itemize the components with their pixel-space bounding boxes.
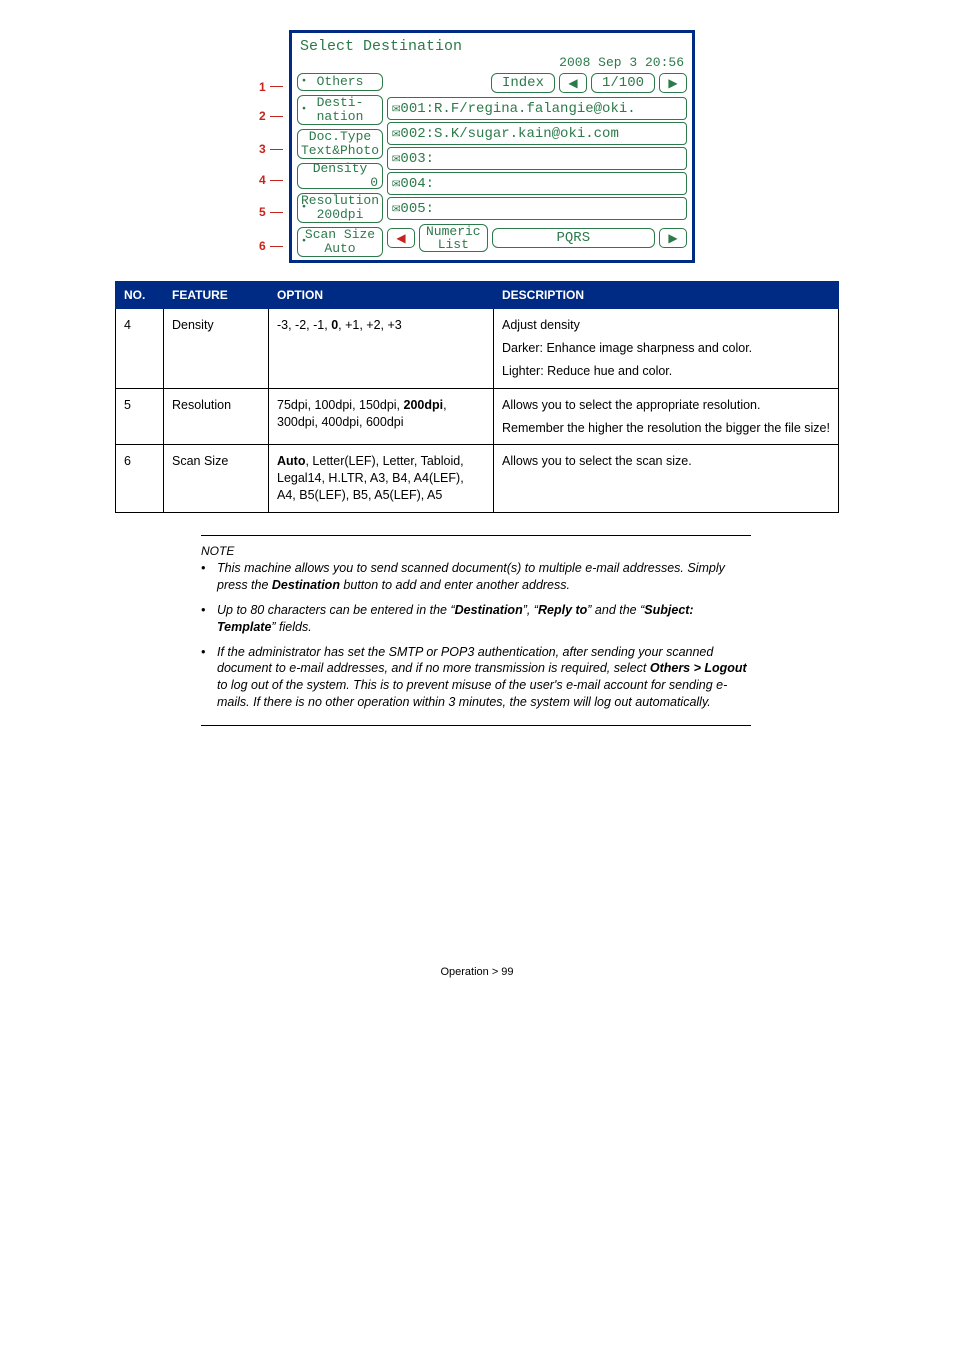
destination-row[interactable]: ✉001:R.F/regina.falangie@oki. bbox=[387, 97, 687, 120]
pqrs-button[interactable]: PQRS bbox=[492, 228, 655, 248]
lcd-screen: Select Destination 2008 Sep 3 20:56 •Oth… bbox=[289, 30, 695, 263]
next-arrow-icon[interactable]: ▶ bbox=[659, 73, 687, 93]
table-header-cell: FEATURE bbox=[164, 282, 269, 309]
sidebar-button[interactable]: •Others bbox=[297, 73, 383, 91]
callout-number: 1 bbox=[259, 74, 283, 99]
table-row: 4Density-3, -2, -1, 0, +1, +2, +3Adjust … bbox=[116, 309, 839, 389]
destination-row[interactable]: ✉002:S.K/sugar.kain@oki.com bbox=[387, 122, 687, 145]
cell-no: 4 bbox=[116, 309, 164, 389]
table-header-cell: DESCRIPTION bbox=[494, 282, 839, 309]
sidebar-button[interactable]: •Desti- nation bbox=[297, 95, 383, 125]
sidebar-button[interactable]: •Scan Size Auto bbox=[297, 227, 383, 257]
cell-option: Auto, Letter(LEF), Letter, Tabloid, Lega… bbox=[269, 445, 494, 513]
destination-row[interactable]: ✉003: bbox=[387, 147, 687, 170]
cell-no: 6 bbox=[116, 445, 164, 513]
cell-no: 5 bbox=[116, 388, 164, 445]
note-list: This machine allows you to send scanned … bbox=[201, 560, 751, 711]
callout-labels: 123456 bbox=[259, 30, 289, 263]
table-body: 4Density-3, -2, -1, 0, +1, +2, +3Adjust … bbox=[116, 309, 839, 513]
screen-main: Index ◀ 1/100 ▶ ✉001:R.F/regina.falangie… bbox=[386, 71, 692, 259]
callout-number: 5 bbox=[259, 195, 283, 229]
screen-title: Select Destination bbox=[300, 38, 462, 55]
note-title: NOTE bbox=[201, 544, 751, 558]
right-arrow-icon[interactable]: ▶ bbox=[659, 228, 687, 248]
destination-row[interactable]: ✉005: bbox=[387, 197, 687, 220]
cell-feature: Density bbox=[164, 309, 269, 389]
screen-sidebar: •Others •Desti- nation Doc.Type Text&Photo… bbox=[292, 71, 386, 259]
note-item: If the administrator has set the SMTP or… bbox=[201, 644, 751, 712]
bottom-row: ◀ Numeric List PQRS ▶ bbox=[386, 222, 688, 256]
note-block: NOTE This machine allows you to send sca… bbox=[201, 535, 751, 726]
index-row: Index ◀ 1/100 ▶ bbox=[386, 71, 688, 95]
cell-description: Allows you to select the scan size. bbox=[494, 445, 839, 513]
prev-arrow-icon[interactable]: ◀ bbox=[559, 73, 587, 93]
table-header-cell: OPTION bbox=[269, 282, 494, 309]
screen-timestamp: 2008 Sep 3 20:56 bbox=[300, 55, 684, 70]
note-rule-top bbox=[201, 535, 751, 536]
page-indicator: 1/100 bbox=[591, 73, 655, 93]
destination-list: ✉001:R.F/regina.falangie@oki.✉002:S.K/su… bbox=[386, 95, 688, 222]
cell-option: -3, -2, -1, 0, +1, +2, +3 bbox=[269, 309, 494, 389]
cell-feature: Resolution bbox=[164, 388, 269, 445]
sidebar-button[interactable]: •Resolution 200dpi bbox=[297, 193, 383, 223]
callout-number: 2 bbox=[259, 99, 283, 133]
page-footer: Operation > 99 bbox=[115, 966, 839, 978]
table-header-row: NO.FEATUREOPTIONDESCRIPTION bbox=[116, 282, 839, 309]
index-pill[interactable]: Index bbox=[491, 73, 555, 93]
note-item: Up to 80 characters can be entered in th… bbox=[201, 602, 751, 636]
numeric-list-button[interactable]: Numeric List bbox=[419, 224, 488, 252]
callout-number: 6 bbox=[259, 229, 283, 263]
sidebar-button[interactable]: Doc.Type Text&Photo bbox=[297, 129, 383, 159]
device-screenshot: 123456 Select Destination 2008 Sep 3 20:… bbox=[115, 30, 839, 263]
callout-number: 3 bbox=[259, 133, 283, 165]
cell-feature: Scan Size bbox=[164, 445, 269, 513]
callout-number: 4 bbox=[259, 165, 283, 195]
left-arrow-icon[interactable]: ◀ bbox=[387, 228, 415, 248]
table-row: 6Scan SizeAuto, Letter(LEF), Letter, Tab… bbox=[116, 445, 839, 513]
sidebar-button[interactable]: Density0 bbox=[297, 163, 383, 189]
cell-description: Adjust densityDarker: Enhance image shar… bbox=[494, 309, 839, 389]
cell-description: Allows you to select the appropriate res… bbox=[494, 388, 839, 445]
cell-option: 75dpi, 100dpi, 150dpi, 200dpi, 300dpi, 4… bbox=[269, 388, 494, 445]
table-row: 5Resolution75dpi, 100dpi, 150dpi, 200dpi… bbox=[116, 388, 839, 445]
destination-row[interactable]: ✉004: bbox=[387, 172, 687, 195]
note-item: This machine allows you to send scanned … bbox=[201, 560, 751, 594]
feature-table: NO.FEATUREOPTIONDESCRIPTION 4Density-3, … bbox=[115, 281, 839, 513]
note-rule-bottom bbox=[201, 725, 751, 726]
table-header-cell: NO. bbox=[116, 282, 164, 309]
